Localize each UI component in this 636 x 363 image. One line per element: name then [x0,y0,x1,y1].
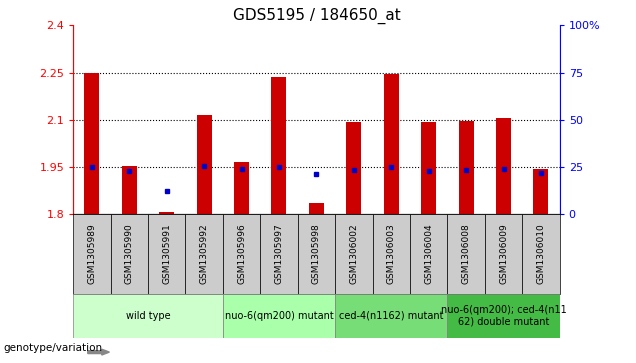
Bar [159,212,174,214]
Bar [223,294,335,338]
Text: GSM1305996: GSM1305996 [237,224,246,285]
Bar [73,294,223,338]
Text: nuo-6(qm200) mutant: nuo-6(qm200) mutant [225,311,333,321]
Bar [73,214,111,294]
Bar [496,118,511,214]
Bar [335,214,373,294]
Bar [186,214,223,294]
Text: GSM1305998: GSM1305998 [312,224,321,285]
Bar [485,214,522,294]
Bar [447,214,485,294]
Text: GSM1305990: GSM1305990 [125,224,134,285]
Bar [260,214,298,294]
Bar [309,204,324,214]
Text: GSM1306010: GSM1306010 [537,224,546,285]
Text: GSM1306009: GSM1306009 [499,224,508,285]
Bar [111,214,148,294]
Bar [223,214,260,294]
Text: genotype/variation: genotype/variation [3,343,102,353]
Bar [410,214,447,294]
Bar [459,121,474,214]
Bar [148,214,186,294]
Text: ced-4(n1162) mutant: ced-4(n1162) mutant [339,311,443,321]
Bar [522,214,560,294]
Bar [122,166,137,214]
Bar [85,73,99,214]
Bar [447,294,560,338]
Text: GSM1305997: GSM1305997 [275,224,284,285]
Text: GSM1306004: GSM1306004 [424,224,433,285]
Text: nuo-6(qm200); ced-4(n11
62) double mutant: nuo-6(qm200); ced-4(n11 62) double mutan… [441,305,567,327]
Text: GSM1305992: GSM1305992 [200,224,209,285]
Bar [272,77,286,214]
Bar [384,74,399,214]
Bar [534,169,548,214]
Bar [298,214,335,294]
Bar [335,294,447,338]
Bar [197,115,212,214]
Bar [421,122,436,214]
Text: wild type: wild type [126,311,170,321]
Text: GSM1306008: GSM1306008 [462,224,471,285]
Title: GDS5195 / 184650_at: GDS5195 / 184650_at [233,8,400,24]
Text: GSM1306003: GSM1306003 [387,224,396,285]
Bar [234,162,249,214]
Text: GSM1305991: GSM1305991 [162,224,171,285]
Bar [373,214,410,294]
Bar [347,122,361,214]
Text: GSM1306002: GSM1306002 [349,224,358,285]
Text: GSM1305989: GSM1305989 [87,224,96,285]
